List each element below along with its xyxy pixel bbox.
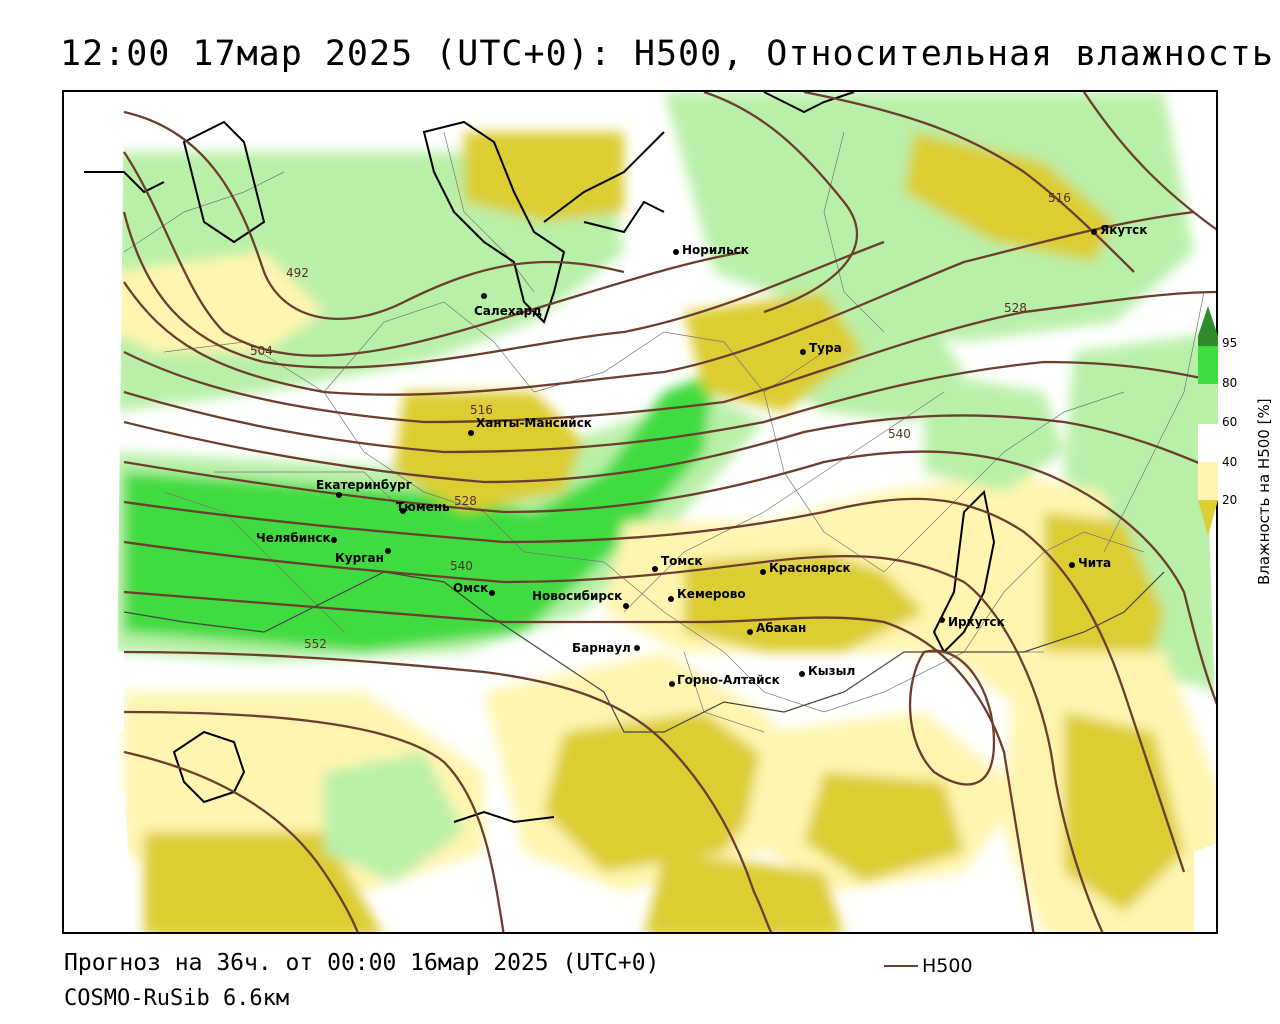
colorbar-segment-20 (1198, 462, 1218, 500)
svg-text:Горно-Алтайск: Горно-Алтайск (677, 673, 780, 687)
city-tyumen: Тюмень (396, 500, 450, 514)
h500-legend: H500 (884, 955, 973, 977)
map-area[interactable]: 492 504 516 516 528 528 540 540 552 Нори… (62, 90, 1218, 934)
svg-text:Екатеринбург: Екатеринбург (316, 478, 412, 492)
contour-label: 540 (450, 559, 473, 573)
city-khanty-mansiysk: Ханты-Мансийск (468, 416, 592, 436)
colorbar-segment-0 (1198, 500, 1218, 536)
colorbar-tick: 60 (1222, 415, 1238, 429)
colorbar-segment-60 (1198, 384, 1218, 424)
svg-text:Курган: Курган (335, 551, 384, 565)
svg-text:Кызыл: Кызыл (808, 664, 855, 678)
city-kyzyl: Кызыл (799, 664, 855, 678)
svg-text:Тура: Тура (809, 341, 842, 355)
contour-label: 504 (250, 344, 273, 358)
svg-text:Кемерово: Кемерово (677, 587, 746, 601)
colorbar-segment-95 (1198, 336, 1218, 346)
contour-labels: 492 504 516 516 528 528 540 540 552 (250, 191, 1071, 651)
svg-text:Норильск: Норильск (682, 243, 749, 257)
contour-label: 528 (454, 494, 477, 508)
contour-label: 516 (470, 403, 493, 417)
city-yakutsk: Якутск (1091, 223, 1147, 237)
city-gorno-altaysk: Горно-Алтайск (669, 673, 780, 687)
contour-label: 492 (286, 266, 309, 280)
humidity-colorbar (1198, 306, 1218, 536)
colorbar-title: Влажность на H500 [%] (1255, 398, 1273, 585)
svg-text:Челябинск: Челябинск (256, 531, 331, 545)
svg-text:Барнаул: Барнаул (572, 641, 631, 655)
svg-text:Чита: Чита (1078, 556, 1111, 570)
svg-text:Иркутск: Иркутск (948, 615, 1005, 629)
city-omsk: Омск (453, 581, 495, 596)
svg-text:Салехард: Салехард (474, 304, 542, 318)
country-border (123, 571, 1165, 733)
svg-text:Якутск: Якутск (1100, 223, 1147, 237)
svg-text:Абакан: Абакан (756, 621, 806, 635)
colorbar-segment-95-up (1198, 306, 1218, 336)
city-norilsk: Норильск (673, 243, 749, 257)
contour-label: 528 (1004, 301, 1027, 315)
svg-text:Томск: Томск (661, 554, 703, 568)
region-borders (123, 131, 1205, 733)
city-kurgan: Курган (335, 548, 391, 565)
city-krasnoyarsk: Красноярск (760, 561, 851, 575)
svg-text:Красноярск: Красноярск (769, 561, 851, 575)
humidity-field (114, 92, 1216, 932)
h500-legend-label: H500 (922, 955, 973, 977)
model-name: COSMO-RuSib 6.6км (64, 986, 290, 1011)
contour-label: 516 (1048, 191, 1071, 205)
svg-text:Новосибирск: Новосибирск (532, 589, 622, 603)
city-tomsk: Томск (652, 554, 703, 572)
city-tura: Тура (800, 341, 842, 355)
city-ekaterinburg: Екатеринбург (316, 478, 412, 498)
contour-label: 540 (888, 427, 911, 441)
city-chita: Чита (1069, 556, 1111, 570)
city-irkutsk: Иркутск (939, 615, 1005, 629)
svg-text:Ханты-Мансийск: Ханты-Мансийск (476, 416, 592, 430)
contour-label: 552 (304, 637, 327, 651)
city-abakan: Абакан (747, 621, 806, 635)
colorbar-tick: 40 (1222, 455, 1238, 469)
forecast-info: Прогноз на 36ч. от 00:00 16мар 2025 (UTC… (64, 950, 660, 976)
h500-legend-line (884, 965, 918, 967)
city-kemerovo: Кемерово (668, 587, 746, 602)
city-chelyabinsk: Челябинск (256, 531, 337, 545)
colorbar-tick: 20 (1222, 493, 1238, 507)
map-title: 12:00 17мар 2025 (UTC+0): H500, Относите… (60, 34, 1274, 74)
h500-contours (122, 92, 1216, 932)
svg-text:Омск: Омск (453, 581, 488, 595)
colorbar-segment-80 (1198, 346, 1218, 384)
cities: Норильск Якутск Салехард Тура Ханты-Манс… (256, 223, 1147, 687)
city-salekhard: Салехард (474, 293, 542, 318)
coastline (84, 92, 996, 824)
colorbar-tick: 80 (1222, 376, 1238, 390)
colorbar-segment-40 (1198, 424, 1218, 462)
city-novosibirsk: Новосибирск (532, 589, 629, 609)
city-barnaul: Барнаул (572, 641, 640, 655)
svg-text:Тюмень: Тюмень (396, 500, 450, 514)
weather-map: 492 504 516 516 528 528 540 540 552 Нори… (64, 92, 1216, 932)
colorbar-tick: 95 (1222, 336, 1238, 350)
